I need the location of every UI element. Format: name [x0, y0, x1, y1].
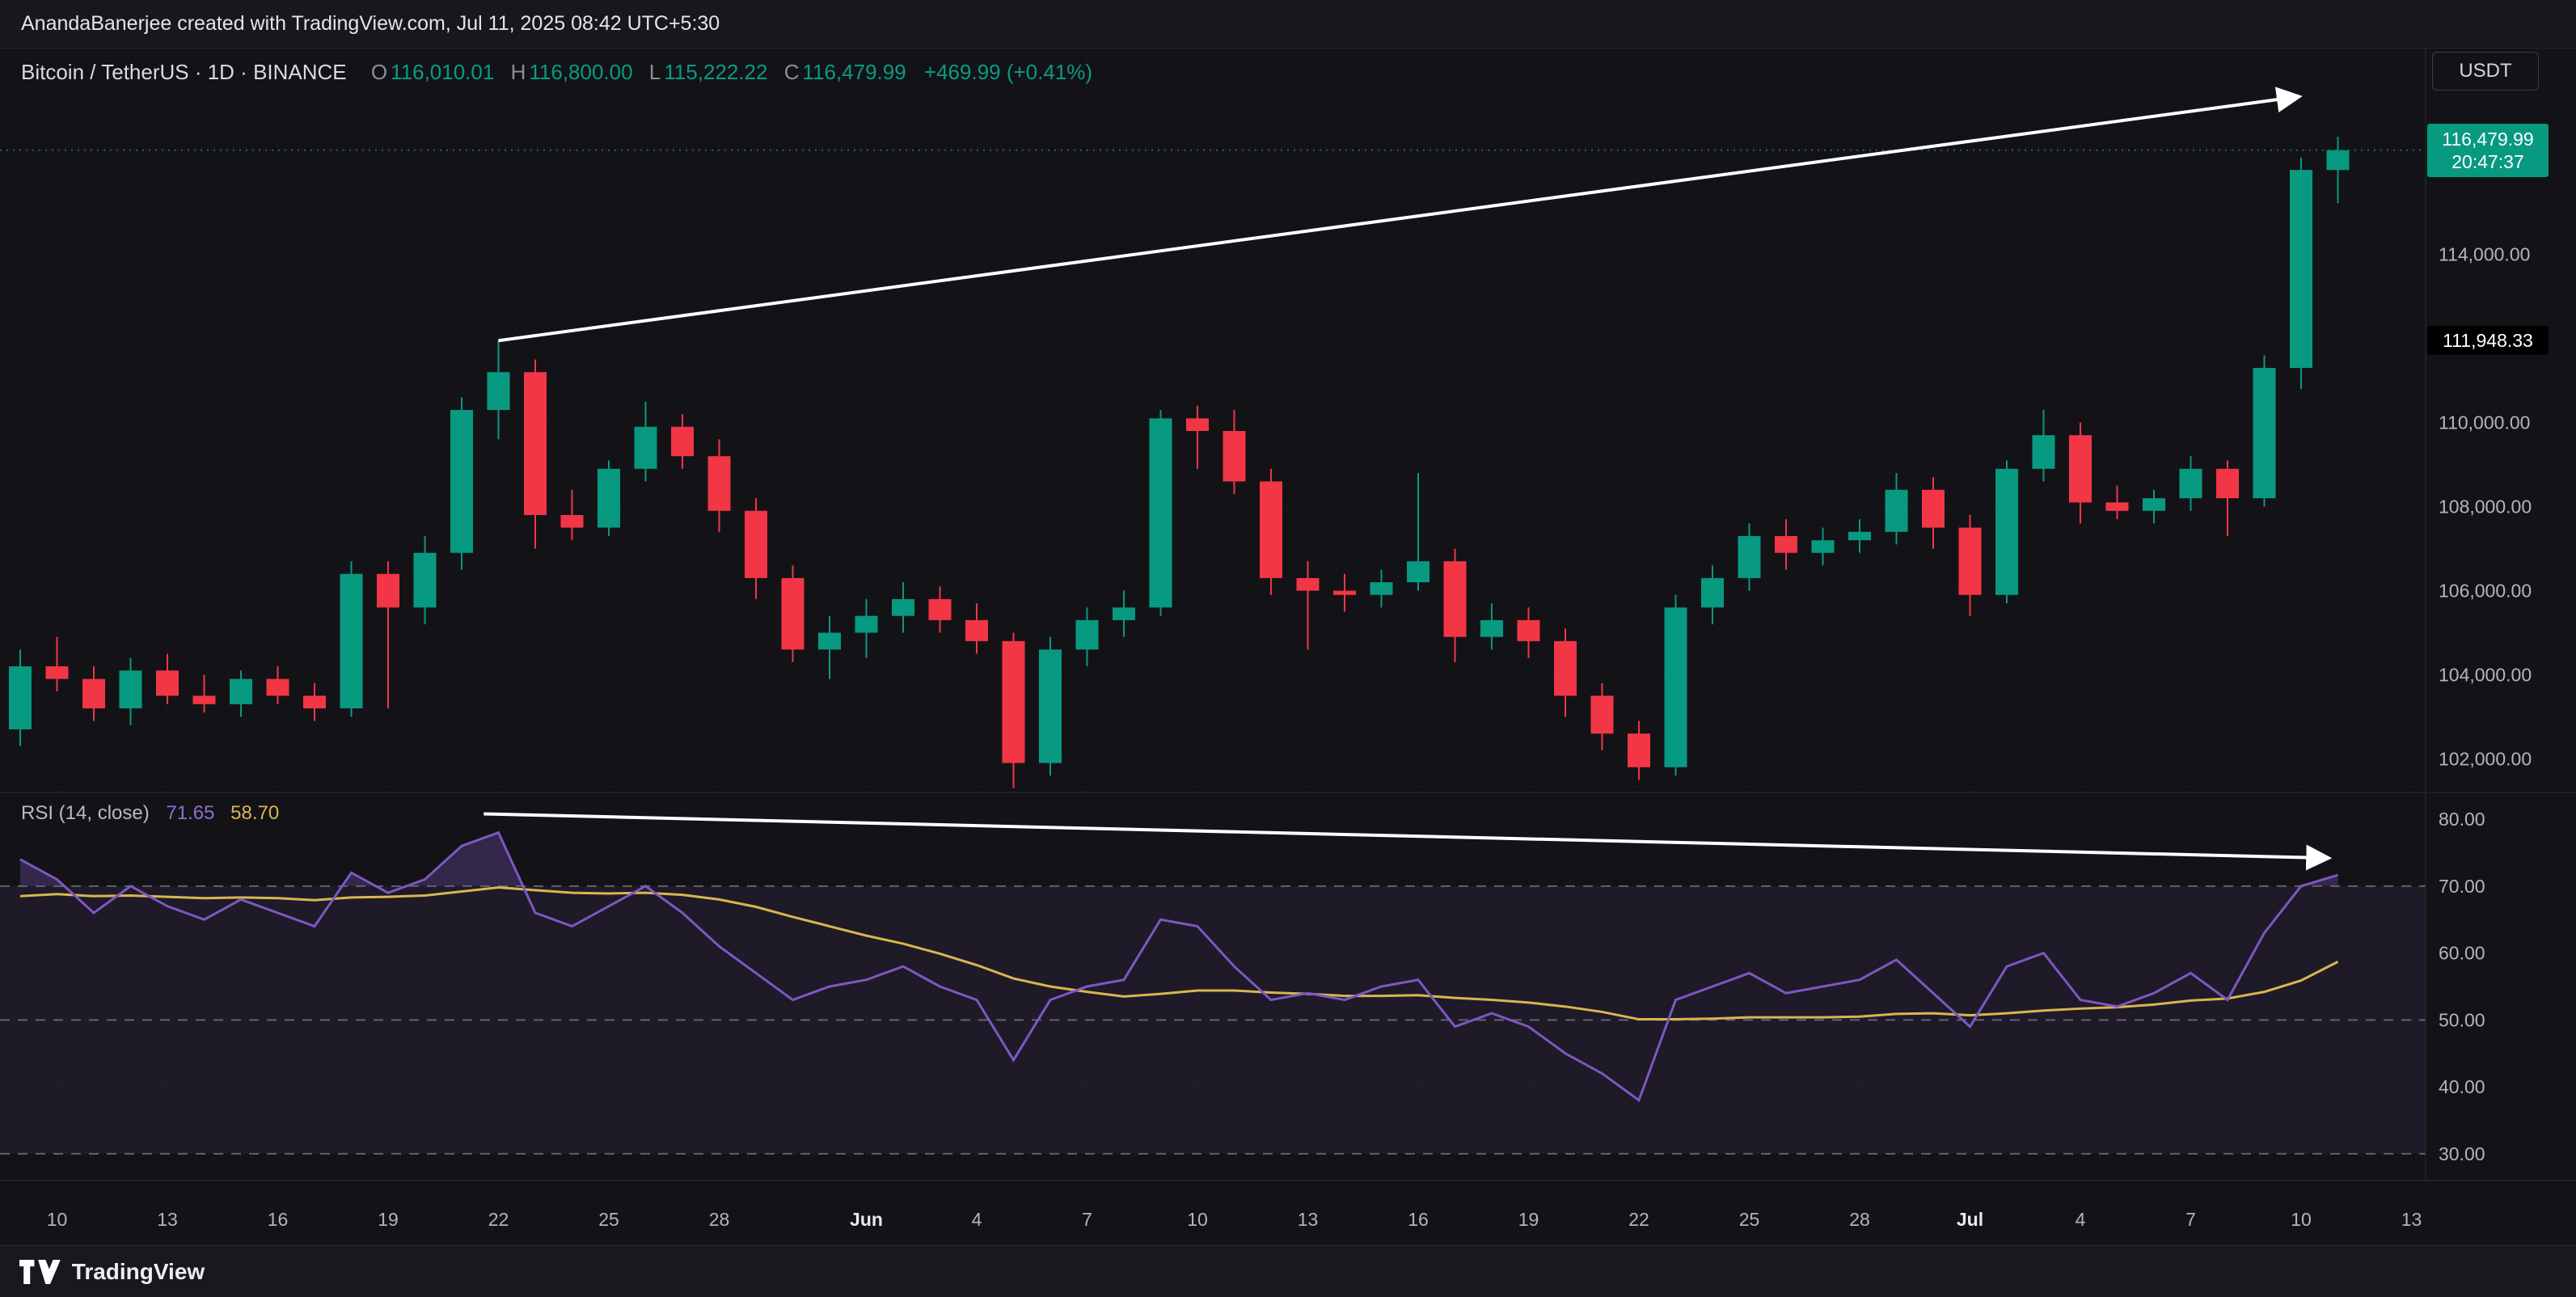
rsi-axis[interactable]: 80.00 70.00 60.00 50.00 40.00 30.00: [2439, 809, 2485, 1164]
trendline-price-badge: 111,948.33: [2427, 326, 2549, 356]
rsi-axis-label: 60.00: [2439, 943, 2485, 964]
price-axis-label: 108,000.00: [2439, 496, 2532, 518]
time-axis-label: 13: [157, 1209, 178, 1230]
trendline-price-value: 111,948.33: [2443, 329, 2533, 351]
rsi-overbought-fill: [20, 832, 2338, 886]
close-value: 116,479.99: [802, 60, 906, 84]
time-axis-label: Jun: [850, 1209, 883, 1230]
rsi-ma-value: 58.70: [230, 802, 280, 824]
rsi-series[interactable]: [19, 830, 2339, 1103]
time-axis-label: 19: [1518, 1209, 1539, 1230]
high-label: H: [510, 60, 526, 84]
time-axis-label: 25: [1739, 1209, 1760, 1230]
time-axis-label: 16: [268, 1209, 289, 1230]
last-price-badge: 116,479.99 20:47:37: [2427, 123, 2549, 177]
bar-countdown: 20:47:37: [2451, 150, 2524, 172]
time-axis-label: 4: [972, 1209, 982, 1230]
trendline: [498, 87, 2303, 343]
price-axis-label: 110,000.00: [2439, 412, 2530, 433]
time-axis-label: 25: [598, 1209, 619, 1230]
symbol-legend: Bitcoin / TetherUS · 1D · BINANCE O 116,0…: [21, 60, 1092, 85]
time-axis-label: 10: [47, 1209, 68, 1230]
trendline: [484, 812, 2333, 871]
price-axis-label: 102,000.00: [2439, 748, 2532, 769]
time-axis-label: 10: [2291, 1209, 2312, 1230]
rsi-title[interactable]: RSI (14, close): [21, 802, 150, 824]
change-value: +469.99 (+0.41%): [923, 60, 1093, 84]
time-axis-label: 28: [1849, 1209, 1870, 1230]
rsi-axis-label: 70.00: [2439, 876, 2485, 897]
time-axis-label: 22: [1628, 1209, 1649, 1230]
price-axis-label: 104,000.00: [2439, 664, 2532, 685]
close-label: C: [783, 60, 800, 84]
rsi-ma-line: [19, 886, 2339, 1021]
time-axis-label: 28: [709, 1209, 730, 1230]
candlestick-series[interactable]: [9, 137, 2350, 788]
trendline-drawings[interactable]: [484, 87, 2333, 871]
low-label: L: [648, 60, 661, 84]
footer-bar: TradingView: [0, 1245, 2576, 1297]
price-axis[interactable]: 114,000.00 110,000.00 108,000.00 106,000.00…: [2439, 244, 2532, 770]
price-axis-label: 114,000.00: [2439, 244, 2530, 265]
currency-toggle-button[interactable]: USDT: [2432, 52, 2539, 91]
time-axis-label: 13: [2401, 1209, 2422, 1230]
time-axis-label: Jul: [1957, 1209, 1983, 1230]
symbol-title[interactable]: Bitcoin / TetherUS · 1D · BINANCE: [21, 60, 347, 84]
rsi-axis-label: 50.00: [2439, 1009, 2485, 1030]
attribution-bar: AnandaBanerjee created with TradingView.…: [0, 0, 2576, 49]
footer-brand[interactable]: TradingView: [71, 1258, 205, 1284]
time-axis-label: 10: [1187, 1209, 1208, 1230]
grid-lines: [0, 49, 2426, 1181]
time-axis-label: 16: [1408, 1209, 1429, 1230]
rsi-line: [19, 830, 2338, 1103]
last-price-value: 116,479.99: [2442, 128, 2534, 150]
rsi-axis-label: 40.00: [2439, 1076, 2485, 1097]
high-value: 116,800.00: [529, 60, 633, 84]
time-axis-label: 19: [378, 1209, 399, 1230]
rsi-value: 71.65: [166, 802, 215, 824]
attribution-text: AnandaBanerjee created with TradingView.…: [21, 12, 720, 35]
tradingview-logo-icon[interactable]: [19, 1259, 61, 1284]
price-axis-label: 106,000.00: [2439, 581, 2532, 602]
time-axis-label: 22: [488, 1209, 509, 1230]
low-value: 115,222.22: [664, 60, 768, 84]
time-axis[interactable]: 10 13 16 19 22 25 28 Jun 4 7 10 13 16 19 22 25 28 Jul 4 7 10…: [47, 1209, 2422, 1230]
open-value: 116,010.01: [391, 60, 495, 84]
time-axis-label: 7: [2185, 1209, 2196, 1230]
time-axis-label: 13: [1298, 1209, 1319, 1230]
time-axis-label: 4: [2076, 1209, 2086, 1230]
rsi-legend: RSI (14, close) 71.65 58.70: [21, 802, 279, 825]
rsi-axis-label: 80.00: [2439, 809, 2485, 830]
open-label: O: [370, 60, 388, 84]
time-axis-label: 7: [1082, 1209, 1092, 1230]
rsi-axis-label: 30.00: [2439, 1143, 2485, 1164]
